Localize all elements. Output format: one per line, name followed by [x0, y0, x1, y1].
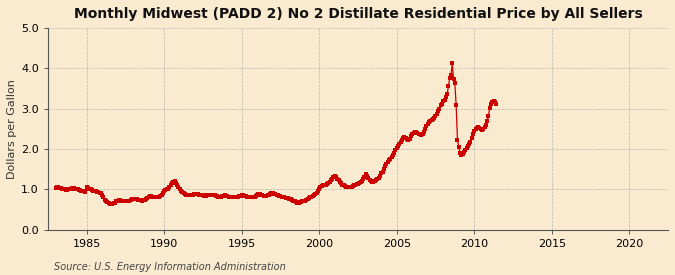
Y-axis label: Dollars per Gallon: Dollars per Gallon	[7, 79, 17, 179]
Title: Monthly Midwest (PADD 2) No 2 Distillate Residential Price by All Sellers: Monthly Midwest (PADD 2) No 2 Distillate…	[74, 7, 643, 21]
Text: Source: U.S. Energy Information Administration: Source: U.S. Energy Information Administ…	[54, 262, 286, 272]
